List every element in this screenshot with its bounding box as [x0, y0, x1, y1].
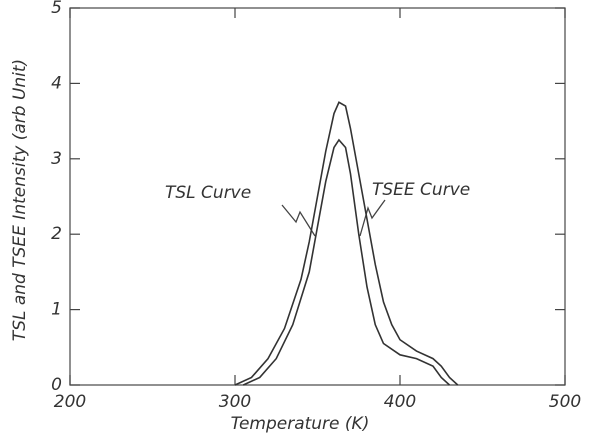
y-axis-label: TSL and TSEE Intensity (arb Unit)	[10, 59, 30, 341]
y-tick-label: 5	[51, 0, 62, 18]
x-tick-label: 400	[384, 392, 416, 412]
x-tick-label: 200	[54, 392, 86, 412]
tsl-pointer	[281, 204, 316, 237]
y-tick-label: 1	[51, 300, 62, 320]
y-tick-label: 4	[51, 73, 62, 93]
curve	[242, 138, 451, 386]
y-tick-label: 2	[51, 224, 62, 244]
y-tick-label: 0	[51, 375, 62, 395]
x-axis-label: Temperature (K)	[231, 414, 370, 434]
tsee-pointer	[359, 199, 386, 237]
x-tick-label: 300	[219, 392, 251, 412]
legend-label: TSL Curve	[165, 183, 251, 203]
curve	[234, 101, 459, 386]
legend-label: TSEE Curve	[372, 180, 470, 200]
y-tick-label: 3	[51, 149, 62, 169]
x-tick-label: 500	[549, 392, 581, 412]
plot-frame	[69, 7, 566, 386]
